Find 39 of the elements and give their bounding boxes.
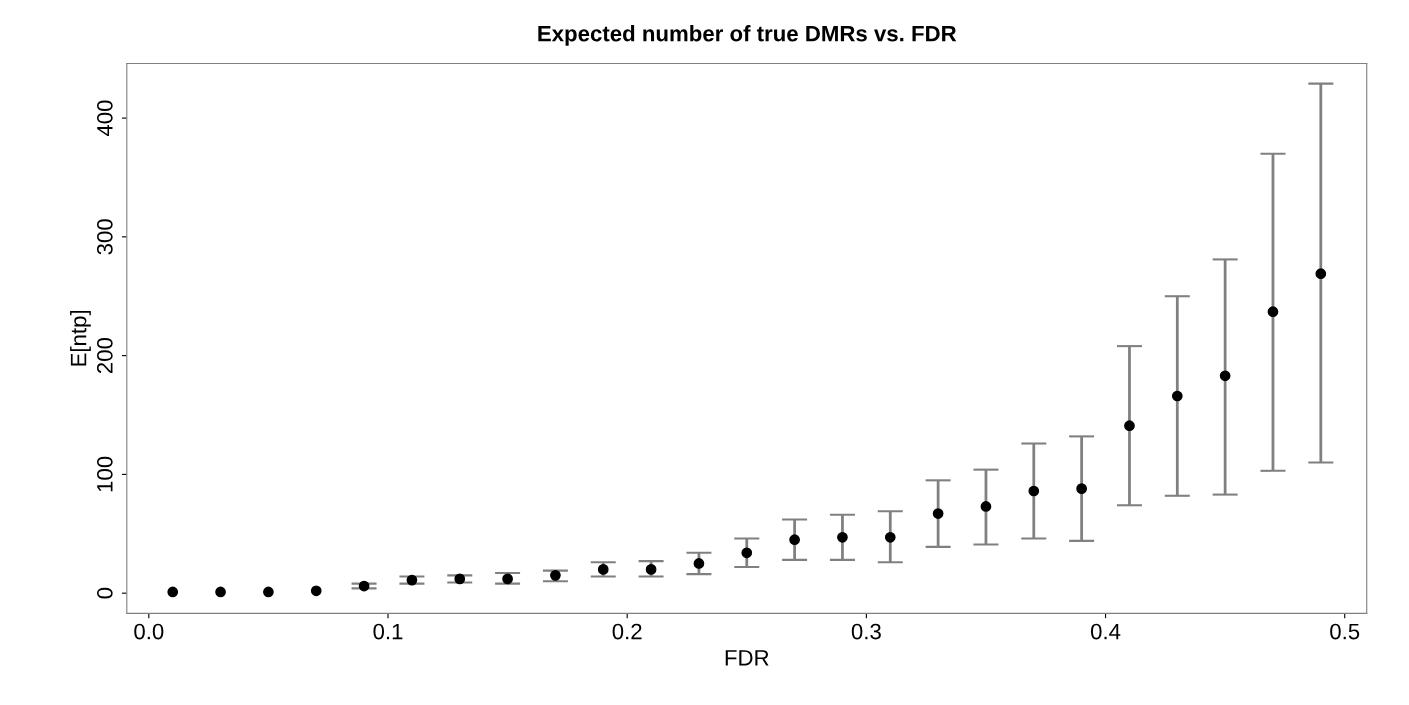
y-axis-title: E[ntp] [70,310,91,366]
x-tick-label: 0.2 [612,623,642,640]
y-tick-label: 400 [96,100,113,137]
x-tick-label: 0.4 [1090,623,1121,640]
point [1171,390,1183,402]
y-tick-label: 0 [96,587,113,599]
point [358,580,370,592]
point [645,564,657,575]
point [454,573,466,585]
x-tick-label: 0.3 [851,623,881,640]
point [693,558,705,569]
point [741,547,753,559]
y-tick-label: 200 [96,337,113,374]
point [789,534,800,546]
point [597,564,609,575]
point [550,569,561,581]
point [1124,420,1135,432]
point [1076,483,1087,494]
point [502,573,513,585]
y-tick-label: 300 [96,219,113,255]
point [980,501,992,512]
point [1267,306,1279,318]
point [884,531,896,543]
x-tick-label: 0.5 [1330,623,1360,640]
point [1315,268,1327,280]
point [263,586,274,598]
x-tick-label: 0.0 [134,623,164,640]
y-tick-label: 100 [96,456,113,492]
chart-title: Expected number of true DMRs vs. FDR [538,25,957,46]
point [310,585,322,597]
point [215,586,226,598]
point [932,508,944,519]
point [837,531,848,543]
point [406,574,418,586]
x-axis-title: FDR [725,650,769,666]
point [167,586,179,598]
point [1028,485,1040,497]
point [1219,370,1231,382]
x-tick-label: 0.1 [373,623,403,640]
